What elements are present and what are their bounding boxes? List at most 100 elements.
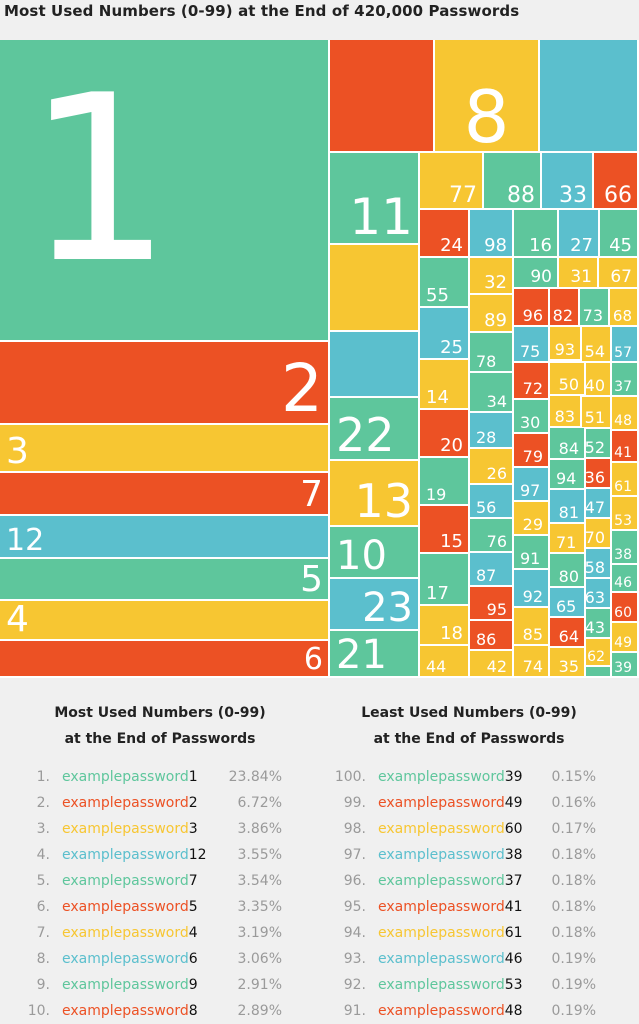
treemap-cell-88: 88 bbox=[484, 153, 542, 210]
list-password: examplepassword38 bbox=[378, 842, 523, 868]
treemap-cell-label: 76 bbox=[486, 532, 507, 551]
list-password: examplepassword7 bbox=[62, 868, 198, 894]
treemap-cell-label: 28 bbox=[476, 428, 497, 447]
treemap-cell-label: 13 bbox=[354, 474, 413, 527]
chart-title: Most Used Numbers (0-99) at the End of 4… bbox=[4, 2, 520, 20]
list-percentage: 0.19% bbox=[551, 951, 596, 967]
treemap-cell-15: 15 bbox=[420, 506, 470, 554]
treemap-cell-80: 80 bbox=[550, 554, 586, 588]
password-number: 60 bbox=[504, 821, 523, 837]
password-number: 2 bbox=[188, 795, 198, 811]
treemap-cell-label: 80 bbox=[558, 567, 579, 586]
treemap-cell-label: 4 bbox=[6, 601, 29, 640]
password-number: 12 bbox=[188, 847, 207, 863]
list-password: examplepassword4 bbox=[62, 920, 198, 946]
treemap-cell-32: 32 bbox=[470, 258, 514, 295]
password-prefix: examplepassword bbox=[378, 795, 505, 811]
treemap-cell-label: 14 bbox=[426, 387, 449, 408]
treemap-cell-label: 61 bbox=[614, 479, 632, 495]
list-item: 3. examplepassword3 3.86% bbox=[0, 816, 282, 842]
treemap-cell-label: 92 bbox=[522, 587, 543, 606]
treemap-cell-label: 65 bbox=[556, 597, 577, 616]
list-rank: 9. bbox=[36, 977, 50, 993]
list-password: examplepassword39 bbox=[378, 764, 523, 790]
treemap-cell-label: 68 bbox=[612, 307, 632, 325]
list-item: 8. examplepassword6 3.06% bbox=[0, 946, 282, 972]
password-number: 5 bbox=[188, 899, 198, 915]
most-used-title: Most Used Numbers (0-99) at the End of P… bbox=[20, 700, 300, 752]
password-prefix: examplepassword bbox=[62, 925, 189, 941]
treemap-cell-30: 30 bbox=[514, 400, 550, 434]
treemap-cell-label: 19 bbox=[426, 485, 447, 504]
treemap-cell-label: 23 bbox=[362, 585, 413, 631]
treemap-cell-label: 98 bbox=[484, 235, 507, 256]
treemap-cell-label: 49 bbox=[614, 635, 632, 651]
treemap-cell-label: 60 bbox=[614, 605, 632, 621]
treemap-cell-label: 20 bbox=[440, 435, 463, 456]
treemap-cell-78: 78 bbox=[470, 333, 514, 373]
treemap-cell-label: 70 bbox=[586, 528, 605, 547]
password-number: 8 bbox=[188, 1003, 198, 1019]
treemap-cell-label: 82 bbox=[552, 306, 573, 325]
treemap-cell-2: 2 bbox=[0, 342, 330, 425]
treemap-cell-unlabeled bbox=[330, 245, 420, 332]
list-item: 4. examplepassword12 3.55% bbox=[0, 842, 282, 868]
treemap-cell-label: 15 bbox=[440, 531, 463, 552]
list-percentage: 0.18% bbox=[551, 873, 596, 889]
treemap-cell-62: 62 bbox=[586, 639, 612, 667]
treemap-cell-label: 53 bbox=[614, 513, 632, 529]
list-item: 100. examplepassword39 0.15% bbox=[316, 764, 596, 790]
treemap-cell-60: 60 bbox=[612, 593, 639, 623]
password-prefix: examplepassword bbox=[378, 1003, 505, 1019]
list-password: examplepassword61 bbox=[378, 920, 523, 946]
treemap-cell-10: 10 bbox=[330, 527, 420, 579]
password-prefix: examplepassword bbox=[62, 847, 189, 863]
treemap-cell-42: 42 bbox=[470, 651, 514, 678]
list-percentage: 2.89% bbox=[237, 1003, 282, 1019]
list-rank: 1. bbox=[36, 769, 50, 785]
list-percentage: 3.19% bbox=[237, 925, 282, 941]
most-used-list: 1. examplepassword1 23.84% 2. examplepasswor… bbox=[0, 764, 282, 1024]
list-rank: 97. bbox=[343, 847, 366, 863]
password-prefix: examplepassword bbox=[378, 821, 505, 837]
treemap-cell-28: 28 bbox=[470, 413, 514, 449]
treemap-cell-98: 98 bbox=[470, 210, 514, 258]
list-item: 98. examplepassword60 0.17% bbox=[316, 816, 596, 842]
treemap-cell-label: 44 bbox=[426, 657, 447, 676]
list-password: examplepassword3 bbox=[62, 816, 198, 842]
list-percentage: 3.55% bbox=[237, 847, 282, 863]
password-number: 4 bbox=[188, 925, 198, 941]
treemap-cell-79: 79 bbox=[514, 434, 550, 468]
password-number: 61 bbox=[504, 925, 523, 941]
treemap-cell-12: 12 bbox=[0, 516, 330, 559]
treemap-cell-95: 95 bbox=[470, 587, 514, 621]
least-used-list: 100. examplepassword39 0.15% 99. examplepass… bbox=[316, 764, 596, 1024]
list-percentage: 6.72% bbox=[237, 795, 282, 811]
treemap-cell-54: 54 bbox=[582, 327, 612, 363]
treemap-cell-76: 76 bbox=[470, 519, 514, 553]
treemap-cell-label: 45 bbox=[609, 235, 632, 256]
password-prefix: examplepassword bbox=[62, 821, 189, 837]
list-rank: 5. bbox=[36, 873, 50, 889]
treemap-cell-23: 23 bbox=[330, 579, 420, 631]
treemap-cell-label: 93 bbox=[554, 340, 575, 359]
list-percentage: 0.18% bbox=[551, 925, 596, 941]
list-percentage: 3.54% bbox=[237, 873, 282, 889]
treemap-cell-8: 8 bbox=[435, 40, 540, 153]
list-rank: 10. bbox=[27, 1003, 50, 1019]
password-number: 3 bbox=[188, 821, 198, 837]
treemap-cell-86: 86 bbox=[470, 621, 514, 651]
list-password: examplepassword6 bbox=[62, 946, 198, 972]
list-password: examplepassword46 bbox=[378, 946, 523, 972]
treemap-cell-77: 77 bbox=[420, 153, 484, 210]
treemap-cell-16: 16 bbox=[514, 210, 559, 258]
treemap-cell-40: 40 bbox=[586, 363, 612, 397]
treemap-cell-label: 35 bbox=[558, 657, 579, 676]
password-number: 37 bbox=[504, 873, 523, 889]
list-percentage: 2.91% bbox=[237, 977, 282, 993]
treemap-cell-label: 11 bbox=[349, 188, 413, 245]
password-prefix: examplepassword bbox=[62, 1003, 189, 1019]
list-password: examplepassword41 bbox=[378, 894, 523, 920]
treemap-cell-label: 25 bbox=[440, 337, 463, 358]
treemap-cell-19: 19 bbox=[420, 458, 470, 506]
